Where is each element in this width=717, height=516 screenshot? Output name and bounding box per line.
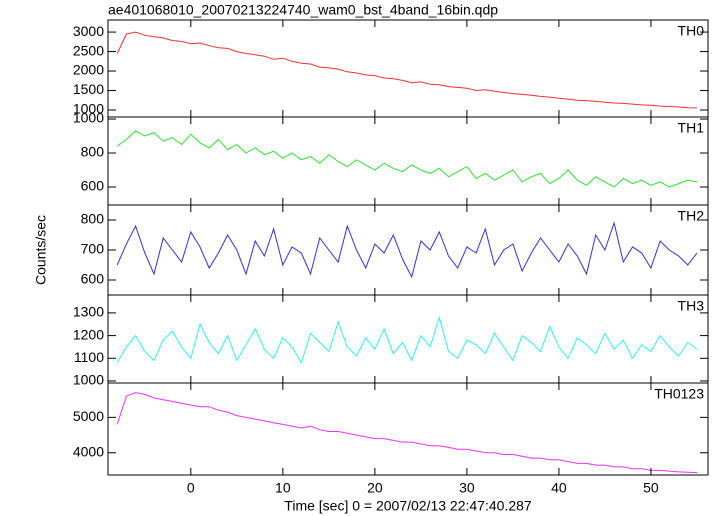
light-curve [116,221,698,279]
x-axis-label: Time [sec] 0 = 2007/02/13 22:47:40.287 [284,498,532,514]
x-tick-label: 0 [187,480,195,496]
panel-frame [107,294,709,384]
panel-label: TH0123 [654,386,704,402]
panel-label: TH2 [678,208,705,224]
y-tick-label: 800 [81,211,105,227]
panel-label: TH3 [678,298,705,314]
y-tick-label: 4000 [73,443,104,459]
panel-frame [107,19,709,118]
chart-title: ae401068010_20070213224740_wam0_bst_4ban… [108,2,498,18]
panel-label: TH0 [678,23,705,39]
y-tick-label: 1100 [74,349,104,365]
y-tick-label: 1000 [73,372,104,388]
light-curve [116,130,698,188]
y-tick-label: 1200 [73,326,104,342]
y-tick-label: 800 [81,144,105,160]
y-tick-label: 5000 [73,408,104,424]
panel-frame [107,382,709,476]
x-tick-label: 30 [459,480,475,496]
y-tick-label: 700 [81,241,105,257]
x-tick-label: 10 [275,480,291,496]
light-curve [116,315,698,365]
y-tick-label: 2500 [73,42,104,58]
light-curve [116,31,698,109]
y-tick-label: 1000 [73,110,104,126]
y-tick-label: 1500 [73,81,104,97]
y-tick-label: 600 [81,178,105,194]
panel-frame [107,116,709,206]
x-tick-label: 50 [643,480,659,496]
y-tick-label: 600 [81,271,105,287]
panel-label: TH1 [678,120,705,136]
light-curve [116,392,698,474]
y-axis-label: Counts/sec [33,215,49,285]
y-tick-label: 2000 [73,62,104,78]
panel-frame [107,204,709,296]
x-tick-label: 40 [551,480,567,496]
y-tick-label: 3000 [73,23,104,39]
x-tick-label: 20 [367,480,383,496]
y-tick-label: 1000 [73,101,104,117]
y-tick-label: 1300 [73,304,104,320]
